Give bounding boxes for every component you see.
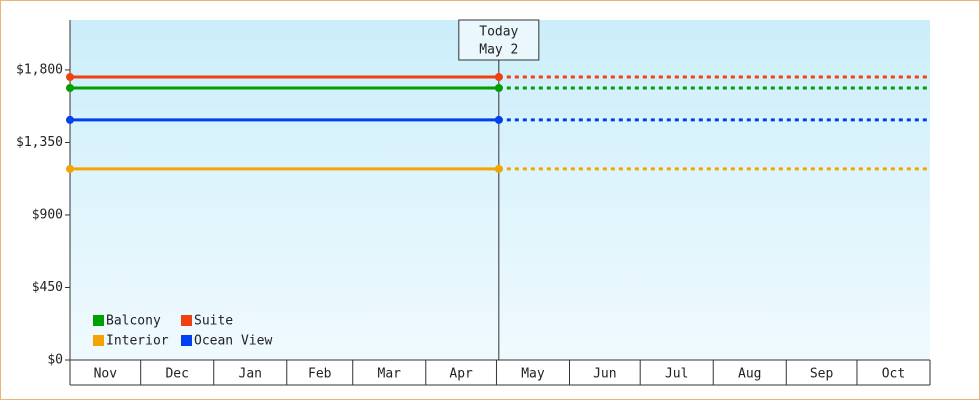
x-tick-label: Jul bbox=[665, 367, 688, 382]
today-box bbox=[458, 19, 540, 61]
y-tick-label: $0 bbox=[47, 353, 63, 368]
point bbox=[494, 164, 503, 173]
legend-label: Suite bbox=[194, 314, 233, 329]
point bbox=[66, 164, 74, 173]
x-tick-label: Apr bbox=[449, 367, 473, 382]
x-tick-label: Feb bbox=[308, 367, 332, 382]
point bbox=[66, 73, 74, 82]
legend-swatch bbox=[93, 335, 104, 346]
y-tick-label: $1,800 bbox=[16, 62, 63, 77]
y-tick-label: $1,350 bbox=[16, 135, 63, 150]
x-tick-label: May bbox=[521, 367, 545, 382]
y-tick-label: $450 bbox=[32, 280, 63, 295]
point bbox=[66, 115, 74, 124]
x-tick-label: Mar bbox=[378, 367, 402, 382]
today-date: May 2 bbox=[479, 43, 518, 58]
x-tick-label: Jan bbox=[239, 367, 262, 382]
legend-label: Interior bbox=[106, 334, 169, 349]
plot-area bbox=[70, 20, 930, 360]
today-title: Today bbox=[479, 25, 518, 40]
legend-swatch bbox=[181, 315, 192, 326]
point bbox=[494, 84, 503, 92]
legend-label: Ocean View bbox=[194, 334, 272, 349]
x-tick-label: Oct bbox=[882, 367, 905, 382]
legend-swatch bbox=[181, 335, 192, 346]
legend-label: Balcony bbox=[106, 314, 161, 329]
x-tick-label: Aug bbox=[738, 367, 761, 382]
legend-swatch bbox=[93, 315, 104, 326]
x-tick-label: Jun bbox=[593, 367, 616, 382]
x-tick-label: Sep bbox=[810, 367, 834, 382]
point bbox=[494, 73, 503, 82]
x-tick-label: Nov bbox=[94, 367, 118, 382]
x-tick-label: Dec bbox=[165, 367, 188, 382]
y-tick-label: $900 bbox=[32, 207, 63, 222]
point bbox=[494, 115, 503, 124]
point bbox=[66, 84, 74, 92]
